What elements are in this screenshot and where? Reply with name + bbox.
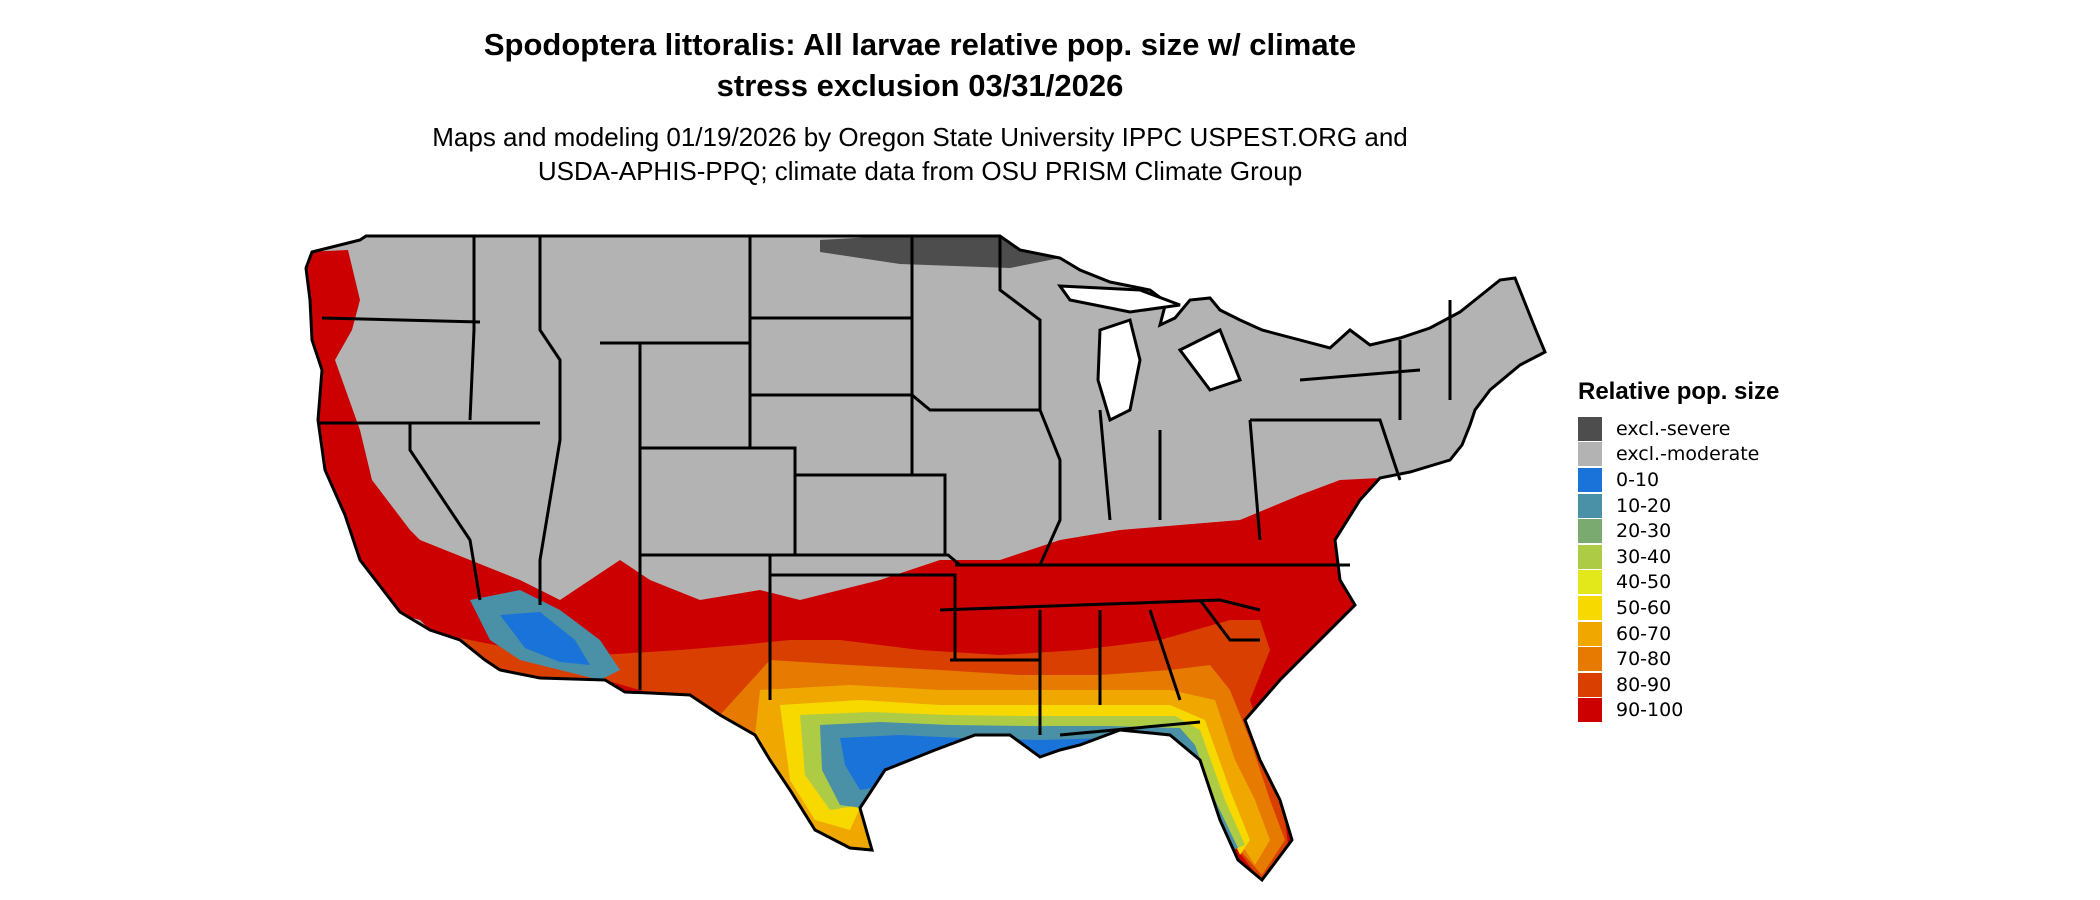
legend-swatch	[1578, 595, 1602, 620]
legend-label: 20-30	[1616, 520, 1672, 543]
legend-label: 40-50	[1616, 571, 1672, 594]
legend-item: 80-90	[1578, 672, 1818, 698]
legend-label: 70-80	[1616, 648, 1672, 671]
legend-item: excl.-moderate	[1578, 442, 1818, 468]
legend-swatch	[1578, 519, 1602, 544]
legend-swatch	[1578, 442, 1602, 467]
legend-swatch	[1578, 672, 1602, 697]
map-title: Spodoptera littoralis: All larvae relati…	[400, 24, 1440, 106]
legend-title: Relative pop. size	[1578, 378, 1780, 405]
legend-label: excl.-severe	[1616, 417, 1731, 440]
us-map	[304, 234, 1547, 883]
legend-item: 40-50	[1578, 570, 1818, 596]
legend-item: 20-30	[1578, 518, 1818, 544]
legend: Relative pop. size excl.-severe excl.-mod…	[1578, 378, 1818, 723]
legend-items: excl.-severe excl.-moderate 0-10 10-20 20-30…	[1578, 416, 1818, 723]
legend-label: 90-100	[1616, 699, 1684, 722]
state-borders	[304, 234, 1547, 883]
title-line-1: Spodoptera littoralis: All larvae relati…	[483, 27, 1357, 62]
legend-swatch	[1578, 698, 1602, 723]
legend-swatch	[1578, 493, 1602, 518]
legend-label: 10-20	[1616, 494, 1672, 517]
legend-label: 80-90	[1616, 673, 1672, 696]
legend-label: 0-10	[1616, 468, 1660, 491]
legend-item: 50-60	[1578, 595, 1818, 621]
map-subtitle: Maps and modeling 01/19/2026 by Oregon S…	[390, 120, 1450, 188]
legend-label: 50-60	[1616, 596, 1672, 619]
legend-item: 30-40	[1578, 544, 1818, 570]
legend-swatch	[1578, 647, 1602, 672]
title-line-2: stress exclusion 03/31/2026	[716, 68, 1124, 103]
legend-item: 10-20	[1578, 493, 1818, 519]
great-lakes	[1056, 284, 1242, 423]
legend-label: excl.-moderate	[1616, 443, 1760, 466]
subtitle-line-1: Maps and modeling 01/19/2026 by Oregon S…	[432, 122, 1408, 152]
legend-label: 30-40	[1616, 545, 1672, 568]
legend-item: 60-70	[1578, 621, 1818, 647]
legend-swatch	[1578, 416, 1602, 441]
legend-swatch	[1578, 544, 1602, 569]
subtitle-line-2: USDA-APHIS-PPQ; climate data from OSU PR…	[537, 156, 1303, 186]
population-raster	[306, 236, 1545, 880]
legend-item: 90-100	[1578, 698, 1818, 724]
legend-item: 70-80	[1578, 646, 1818, 672]
legend-swatch	[1578, 467, 1602, 492]
legend-item: excl.-severe	[1578, 416, 1818, 442]
legend-item: 0-10	[1578, 467, 1818, 493]
legend-swatch	[1578, 621, 1602, 646]
legend-swatch	[1578, 570, 1602, 595]
legend-label: 60-70	[1616, 622, 1672, 645]
